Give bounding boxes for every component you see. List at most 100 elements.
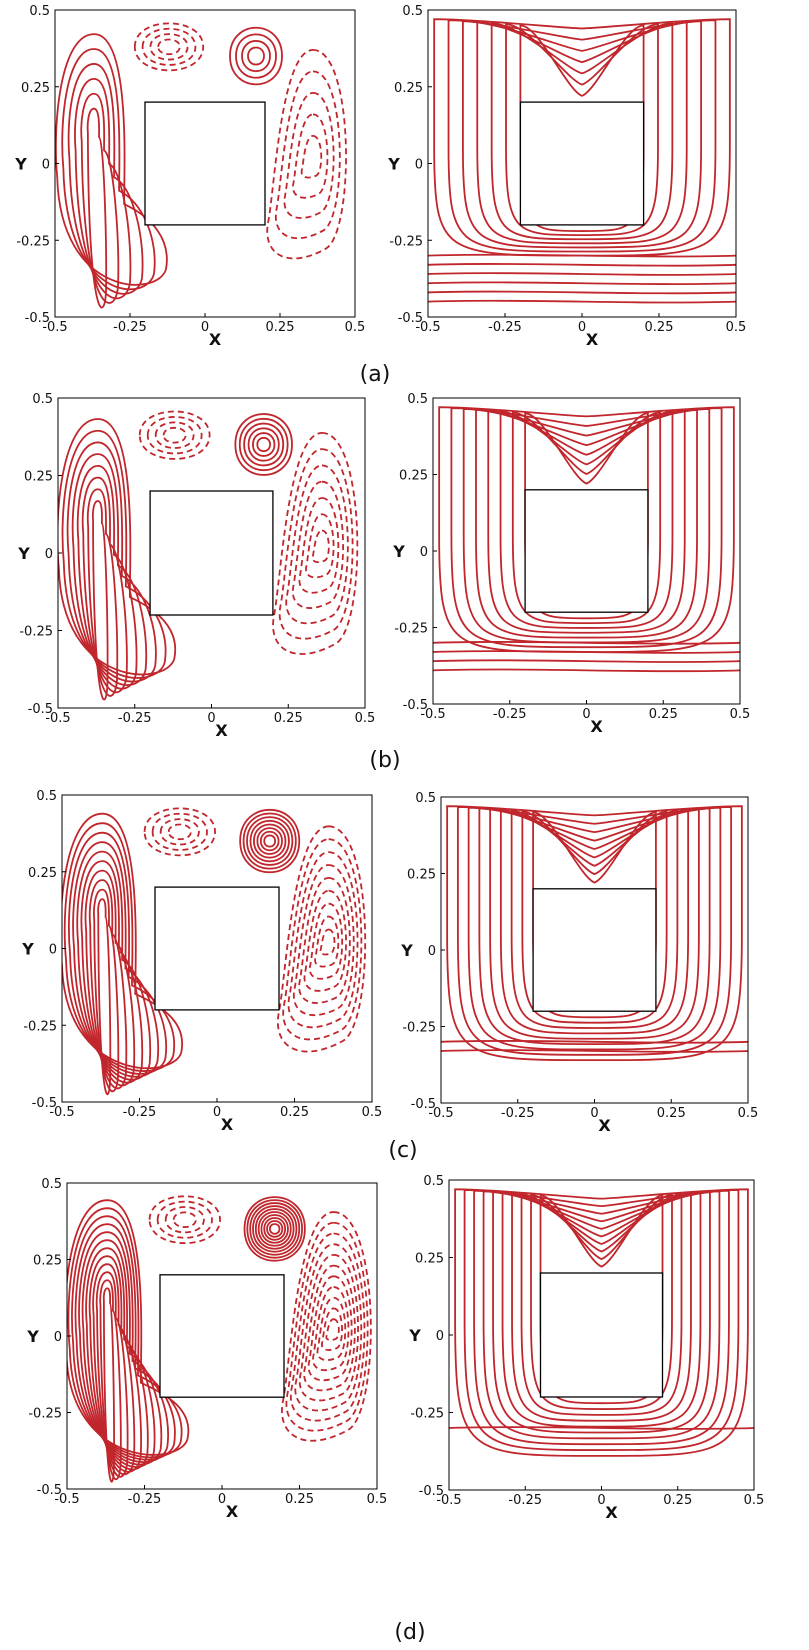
streamline-contour <box>249 819 290 863</box>
x-tick-label: -0.5 <box>420 707 445 722</box>
streamline-contour <box>252 1205 298 1253</box>
streamline-contour-dashed <box>278 448 354 640</box>
streamline-contour <box>256 436 271 453</box>
streamline-contour <box>61 48 156 291</box>
streamline-contour <box>81 476 128 694</box>
y-tick-label: 0.25 <box>24 470 53 485</box>
y-axis-label: Y <box>21 940 34 959</box>
y-tick-label: 0.25 <box>33 1254 62 1269</box>
streamline-contour <box>80 92 120 304</box>
streamline-contour <box>239 808 301 874</box>
isotherm-contour <box>510 809 679 1029</box>
x-axis-label: X <box>605 1503 618 1522</box>
y-tick-label: -0.5 <box>403 698 428 713</box>
x-tick-label: -0.25 <box>113 320 147 335</box>
y-tick-label: -0.25 <box>19 625 53 640</box>
x-tick-label: 0 <box>201 320 209 335</box>
streamline-contour <box>95 1271 129 1478</box>
streamline-contour <box>246 1199 303 1259</box>
streamline-contour-dashed <box>146 416 203 455</box>
isotherm-contour <box>428 299 736 304</box>
streamline-contour <box>247 427 280 462</box>
isotherm-contour <box>467 806 722 1051</box>
streamline-contour-dashed <box>143 807 216 857</box>
obstacle-square <box>539 1272 664 1398</box>
streamline-contour <box>76 464 138 690</box>
isotherm-contour <box>473 1189 730 1446</box>
plot-0: -0.5 -0.25 0 0.25 0.5 0.5 0.25 0 -0.25 -0.5 X Y <box>14 4 365 349</box>
x-axis-label: X <box>226 1502 239 1521</box>
y-tick-label: 0.25 <box>28 866 57 881</box>
y-tick-label: -0.25 <box>394 622 428 637</box>
plot-3: -0.5 -0.25 0 0.25 0.5 0.5 0.25 0 -0.25 -0.5 X Y <box>392 392 750 736</box>
streamline-contour <box>71 1215 176 1461</box>
isotherm-contour <box>428 290 736 295</box>
x-tick-label: -0.25 <box>118 711 152 726</box>
streamline-contour-dashed <box>148 1195 221 1245</box>
obstacle-square <box>149 490 274 616</box>
y-axis-label: Y <box>408 1326 421 1345</box>
streamline-contour-dashed <box>298 1254 359 1402</box>
x-tick-label: 0.5 <box>730 707 751 722</box>
y-axis-label: Y <box>26 1327 39 1346</box>
y-tick-label: -0.25 <box>389 234 423 249</box>
y-tick-label: 0.5 <box>407 392 428 407</box>
streamline-contour <box>247 46 265 66</box>
caption-d: (d) <box>394 1620 426 1645</box>
isotherm-contour <box>447 19 717 253</box>
x-tick-label: -0.5 <box>42 320 67 335</box>
isotherm-contour <box>433 659 740 663</box>
y-tick-label: -0.25 <box>28 1407 62 1422</box>
isotherm-contour <box>499 809 690 1035</box>
isotherm-contour <box>482 1190 721 1440</box>
streamline-contour <box>102 1287 115 1483</box>
streamline-contour <box>263 1217 287 1241</box>
streamline-contour <box>61 429 167 679</box>
obstacle-square <box>524 489 649 613</box>
y-tick-label: 0.25 <box>394 81 423 96</box>
plot-6: -0.5 -0.25 0 0.25 0.5 0.5 0.25 0 -0.25 -0.5 X Y <box>26 1177 387 1521</box>
streamline-contour <box>257 1211 292 1247</box>
isotherm-contour <box>456 806 733 1056</box>
isotherm-contour <box>511 1192 692 1422</box>
contour-layer <box>58 410 359 701</box>
y-tick-label: 0.5 <box>402 4 423 19</box>
isotherm-contour <box>462 20 702 249</box>
streamline-contour-dashed <box>159 818 200 846</box>
isotherm-contour <box>478 807 711 1045</box>
x-tick-label: 0.25 <box>274 711 303 726</box>
x-tick-label: -0.5 <box>49 1105 74 1120</box>
isotherm-contour <box>521 810 668 1024</box>
y-tick-label: 0.25 <box>415 1252 444 1267</box>
y-tick-label: 0 <box>415 158 423 173</box>
x-tick-label: 0.5 <box>362 1105 383 1120</box>
streamline-contour-dashed <box>307 1275 353 1382</box>
streamline-contour-dashed <box>272 431 359 655</box>
streamline-contour <box>260 1214 289 1244</box>
streamline-contour-dashed <box>294 1243 363 1412</box>
streamline-contour <box>63 822 176 1072</box>
streamline-contour-dashed <box>300 134 323 179</box>
streamline-contour-dashed <box>156 1200 213 1239</box>
isotherm-contour <box>511 411 662 625</box>
streamline-contour <box>242 812 297 870</box>
y-tick-label: 0 <box>42 158 50 173</box>
streamline-contour <box>256 827 283 855</box>
y-tick-label: 0 <box>428 944 436 959</box>
x-tick-label: -0.5 <box>415 320 440 335</box>
y-axis-label: Y <box>14 155 27 174</box>
x-axis-label: X <box>209 330 222 349</box>
x-tick-label: -0.25 <box>128 1492 162 1507</box>
isotherm-contour <box>454 1188 749 1457</box>
y-tick-label: -0.25 <box>410 1407 444 1422</box>
obstacle-square <box>519 101 645 226</box>
x-tick-label: -0.25 <box>493 707 527 722</box>
streamline-contour-dashed <box>154 421 195 449</box>
plot-1: -0.5 -0.25 0 0.25 0.5 0.5 0.25 0 -0.25 -0.5 X Y <box>387 4 746 349</box>
x-tick-label: 0 <box>218 1492 226 1507</box>
y-tick-label: -0.5 <box>37 1483 62 1498</box>
streamline-contour <box>93 888 120 1093</box>
streamline-contour <box>234 413 293 476</box>
x-tick-label: 0.25 <box>285 1492 314 1507</box>
streamline-contour <box>68 831 168 1075</box>
